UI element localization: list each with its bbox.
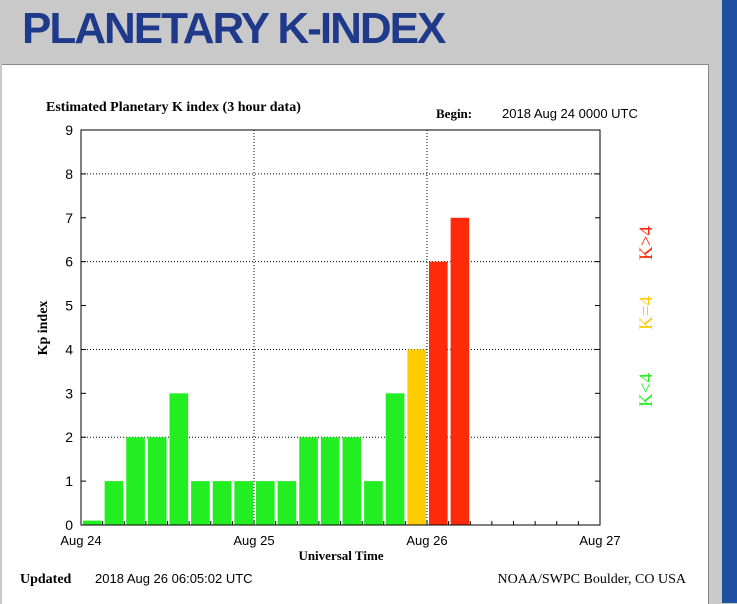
x-tick-label: Aug 27 bbox=[579, 533, 620, 548]
chart-panel: 0 1 2 3 4 5 6 7 8 9 Aug 24 Aug 25 Aug 26 Aug 27 Esti… bbox=[2, 64, 709, 604]
kp-bar bbox=[104, 481, 124, 525]
begin-label: Begin: bbox=[436, 106, 472, 121]
grid bbox=[81, 130, 600, 525]
legend-k-eq-4: K=4 bbox=[636, 296, 657, 330]
kp-bar bbox=[450, 217, 470, 525]
kp-bar bbox=[212, 481, 232, 525]
chart-title: Estimated Planetary K index (3 hour data… bbox=[46, 100, 301, 115]
y-tick-label: 5 bbox=[65, 298, 73, 314]
y-tick-label: 8 bbox=[65, 166, 73, 182]
updated-label: Updated bbox=[20, 572, 72, 587]
x-tick-label: Aug 25 bbox=[233, 533, 274, 548]
x-tick-label: Aug 24 bbox=[60, 533, 101, 548]
legend-k-gt-4: K>4 bbox=[636, 226, 657, 260]
page-title: PLANETARY K-INDEX bbox=[22, 4, 446, 53]
y-axis-label: Kp index bbox=[36, 301, 51, 356]
kp-bar bbox=[147, 437, 167, 525]
y-tick-label: 0 bbox=[65, 517, 73, 533]
legend-k-lt-4: K<4 bbox=[636, 373, 657, 407]
y-tick-label: 1 bbox=[65, 473, 73, 489]
x-axis-label: Universal Time bbox=[298, 548, 383, 563]
y-tick-label: 4 bbox=[65, 341, 73, 357]
kp-bar bbox=[83, 520, 102, 525]
bars bbox=[83, 217, 470, 525]
kp-bar bbox=[191, 481, 210, 525]
begin-value: 2018 Aug 24 0000 UTC bbox=[502, 106, 638, 121]
y-tick-label: 9 bbox=[65, 122, 73, 138]
kp-bar bbox=[407, 349, 426, 525]
kp-bar bbox=[169, 393, 189, 525]
sidebar-strip bbox=[722, 0, 737, 603]
kp-bar bbox=[429, 261, 448, 525]
kp-bar bbox=[385, 393, 405, 525]
page-header: PLANETARY K-INDEX bbox=[0, 0, 722, 62]
y-tick-label: 3 bbox=[65, 385, 73, 401]
kp-chart: 0 1 2 3 4 5 6 7 8 9 Aug 24 Aug 25 Aug 26 Aug 27 Esti… bbox=[20, 100, 687, 587]
y-tick-label: 6 bbox=[65, 254, 73, 270]
kp-bar bbox=[277, 481, 297, 525]
kp-bar bbox=[234, 481, 253, 525]
kp-bar bbox=[299, 437, 318, 525]
kp-bar bbox=[364, 481, 383, 525]
kp-bar bbox=[256, 481, 275, 525]
kp-bar bbox=[320, 437, 340, 525]
y-tick-label: 7 bbox=[65, 210, 73, 226]
kp-bar bbox=[342, 437, 362, 525]
kp-bar bbox=[126, 437, 145, 525]
x-ticks: Aug 24 Aug 25 Aug 26 Aug 27 bbox=[60, 521, 621, 548]
credit-text: NOAA/SWPC Boulder, CO USA bbox=[498, 572, 687, 587]
y-tick-label: 2 bbox=[65, 429, 73, 445]
x-tick-label: Aug 26 bbox=[406, 533, 447, 548]
y-ticks: 0 1 2 3 4 5 6 7 8 9 bbox=[65, 122, 600, 533]
updated-value: 2018 Aug 26 06:05:02 UTC bbox=[95, 571, 253, 586]
